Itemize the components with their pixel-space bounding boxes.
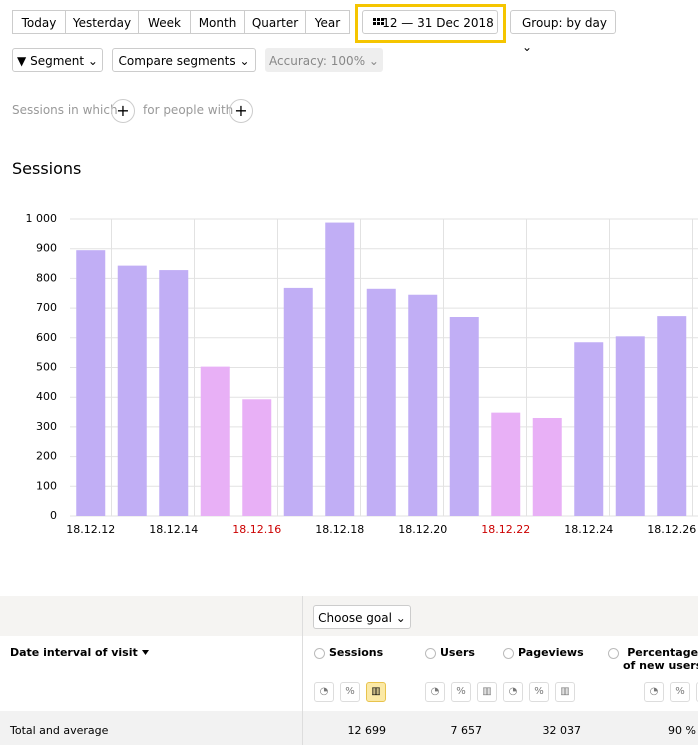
y-tick-label: 600 <box>36 331 57 344</box>
bar <box>284 288 313 516</box>
bar <box>408 295 437 516</box>
column-divider <box>302 596 303 745</box>
choose-goal-button[interactable]: Choose goal ⌄ <box>313 605 411 629</box>
y-tick-label: 300 <box>36 420 57 433</box>
radio <box>503 648 514 659</box>
sort-arrow <box>142 650 150 656</box>
view-icon[interactable]: ◔ <box>314 682 334 702</box>
bar <box>367 289 396 516</box>
x-tick-label: 18.12.18 <box>315 523 364 536</box>
x-tick-label: 18.12.16 <box>232 523 281 536</box>
dimension-header[interactable]: Date interval of visit <box>10 646 150 659</box>
bar <box>616 336 645 516</box>
total-label: Total and average <box>10 724 108 737</box>
y-tick-label: 700 <box>36 301 57 314</box>
y-tick-label: 0 <box>50 509 57 522</box>
y-tick-label: 500 <box>36 361 57 374</box>
view-icon[interactable]: ◔ <box>503 682 523 702</box>
y-tick-label: 1 000 <box>26 212 58 225</box>
bar <box>118 266 147 516</box>
bar <box>491 413 520 516</box>
x-tick-label: 18.12.22 <box>481 523 530 536</box>
choose-goal: Choose goal <box>318 611 392 625</box>
view-icon[interactable]: % <box>670 682 690 702</box>
total-value: 12 699 <box>348 724 387 737</box>
y-tick-label: 400 <box>36 390 57 403</box>
x-tick-label: 18.12.26 <box>647 523 696 536</box>
view-icon[interactable]: % <box>340 682 360 702</box>
x-tick-label: 18.12.14 <box>149 523 198 536</box>
y-tick-label: 100 <box>36 479 57 492</box>
view-icon[interactable]: ◔ <box>425 682 445 702</box>
column-header[interactable]: Users <box>440 646 475 659</box>
radio <box>608 648 619 659</box>
bar <box>159 270 188 516</box>
x-tick-label: 18.12.20 <box>398 523 447 536</box>
y-tick-label: 900 <box>36 242 57 255</box>
view-icon[interactable]: ◔ <box>644 682 664 702</box>
radio <box>314 648 325 659</box>
x-tick-label: 18.12.24 <box>564 523 613 536</box>
bar <box>325 223 354 516</box>
view-icon[interactable]: ▥ <box>555 682 575 702</box>
bar <box>242 399 271 516</box>
view-icon[interactable]: % <box>451 682 471 702</box>
bar <box>450 317 479 516</box>
column-header[interactable]: Pageviews <box>518 646 584 659</box>
bar <box>76 250 105 516</box>
y-tick-label: 200 <box>36 450 57 463</box>
bar <box>533 418 562 516</box>
column-header[interactable]: Percentage of new users <box>623 646 698 672</box>
dimension-label: Date interval of visit <box>10 646 138 659</box>
view-icon[interactable]: % <box>529 682 549 702</box>
x-tick-label: 18.12.12 <box>66 523 115 536</box>
column-header[interactable]: Sessions <box>329 646 383 659</box>
chart: 0 100 200 300 400 500 600 700 800 900 1 000 18.12.1… <box>0 0 698 560</box>
total-value: 32 037 <box>543 724 582 737</box>
view-icon[interactable]: ▥ <box>477 682 497 702</box>
y-tick-label: 800 <box>36 271 57 284</box>
view-icon[interactable]: ▥ <box>366 682 386 702</box>
bar <box>657 316 686 516</box>
bar <box>201 367 230 516</box>
total-value: 7 657 <box>451 724 483 737</box>
bar <box>574 342 603 516</box>
total-value: 90 % <box>668 724 696 737</box>
radio <box>425 648 436 659</box>
